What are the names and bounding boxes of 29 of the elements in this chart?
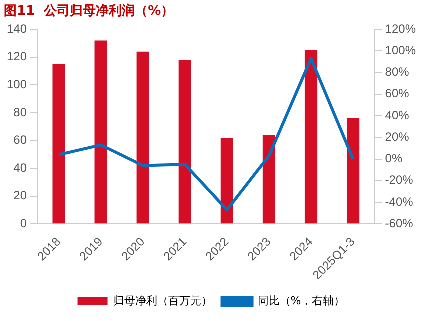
bar — [220, 138, 234, 224]
y2-tick-label: 20% — [385, 130, 410, 144]
legend-label: 同比（%，右轴） — [258, 294, 346, 308]
y2-tick-label: -40% — [385, 194, 414, 209]
y-tick-label: 40 — [14, 160, 28, 175]
y2-tick-label: 80% — [385, 65, 410, 80]
y2-tick-label: 40% — [385, 108, 410, 122]
bar — [94, 40, 108, 224]
y2-tick-label: 60% — [385, 86, 410, 101]
bar — [346, 118, 360, 224]
y2-tick-label: -20% — [385, 173, 414, 188]
y-tick-label: 60 — [14, 133, 28, 148]
y-tick-label: 100 — [6, 77, 28, 92]
bar — [178, 60, 192, 224]
y2-tick-label: 0% — [385, 152, 403, 166]
bar — [262, 135, 276, 224]
y2-tick-label: 120% — [385, 22, 416, 36]
y-tick-label: 80 — [14, 105, 28, 120]
y-tick-label: 120 — [6, 50, 28, 64]
legend-label: 归母净利（百万元） — [113, 294, 212, 308]
y2-tick-label: 100% — [385, 44, 416, 58]
bar — [304, 50, 318, 224]
y2-tick-label: -60% — [385, 216, 414, 230]
y-tick-label: 140 — [6, 22, 28, 36]
y-tick-label: 0 — [20, 216, 28, 230]
bar — [136, 52, 150, 224]
bar — [52, 64, 66, 224]
y-tick-label: 20 — [14, 188, 28, 203]
chart-title: 图11 公司归母净利润（%） — [4, 3, 174, 20]
